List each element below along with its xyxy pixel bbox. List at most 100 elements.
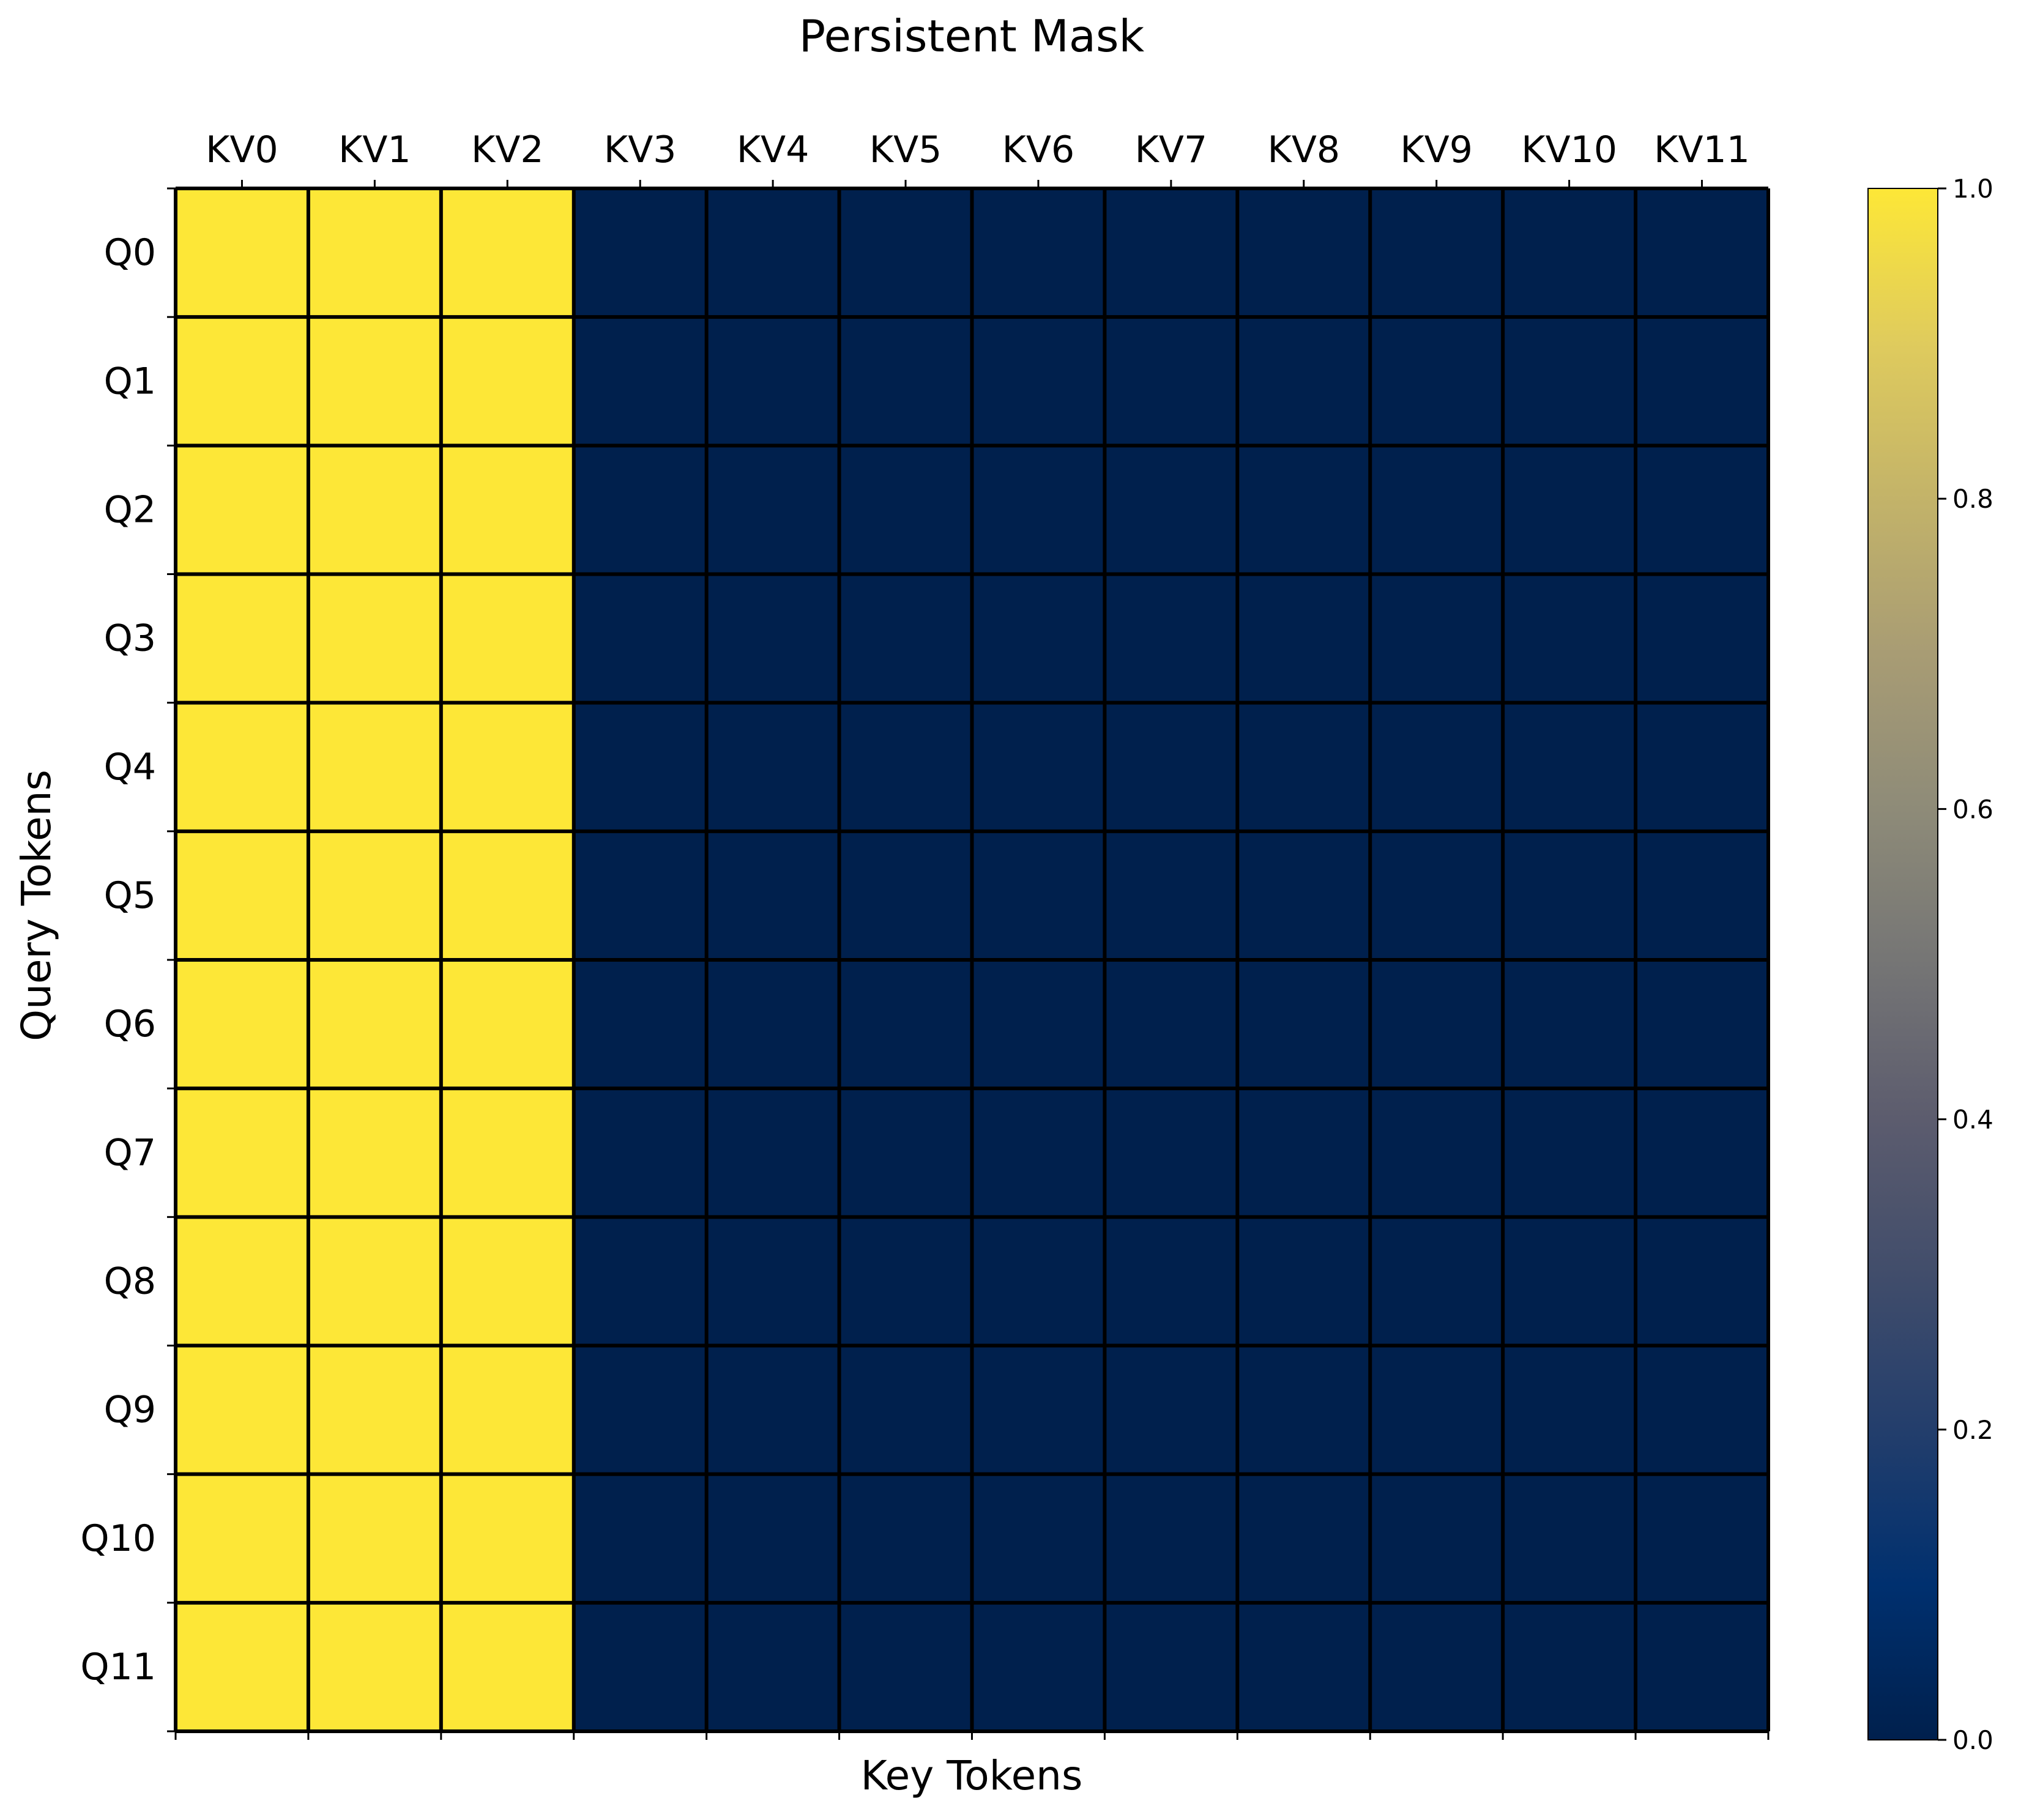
colorbar-ticks: 0.0 0.2 0.4 0.6 0.8 1.0 <box>1938 174 1993 1755</box>
heatmap-cell-Q2-KV7 <box>1104 445 1238 574</box>
heatmap-cell-Q7-KV5 <box>839 1088 972 1217</box>
heatmap-cell-Q5-KV5 <box>839 831 972 960</box>
heatmap-cell-Q3-KV6 <box>972 574 1105 703</box>
x-axis-label: Key Tokens <box>861 1752 1083 1799</box>
heatmap-cell-Q2-KV8 <box>1237 445 1371 574</box>
x-tick-label: KV4 <box>737 128 810 171</box>
heatmap-cell-Q6-KV4 <box>706 960 839 1089</box>
heatmap-cell-Q2-KV11 <box>1636 445 1768 574</box>
heatmap-cell-Q3-KV1 <box>308 574 441 703</box>
heatmap-cell-Q10-KV9 <box>1370 1474 1503 1603</box>
heatmap-cell-Q3-KV5 <box>839 574 972 703</box>
y-tick-label: Q11 <box>80 1646 156 1688</box>
x-tick-label: KV5 <box>869 128 942 171</box>
heatmap-cell-Q11-KV0 <box>176 1602 308 1731</box>
heatmap-cell-Q9-KV6 <box>972 1345 1105 1474</box>
y-tick-label: Q1 <box>104 360 156 403</box>
y-tick-label: Q10 <box>80 1517 156 1560</box>
y-tick-label: Q4 <box>104 746 156 789</box>
colorbar <box>1867 188 1938 1740</box>
heatmap-cell-Q6-KV3 <box>573 960 707 1089</box>
heatmap-cell-Q8-KV1 <box>308 1217 441 1346</box>
heatmap-cell-Q7-KV11 <box>1636 1088 1768 1217</box>
heatmap-cell-Q1-KV2 <box>441 317 574 446</box>
heatmap-cell-Q1-KV9 <box>1370 317 1503 446</box>
heatmap-cell-Q8-KV5 <box>839 1217 972 1346</box>
heatmap-cell-Q5-KV1 <box>308 831 441 960</box>
heatmap-cell-Q6-KV7 <box>1104 960 1238 1089</box>
heatmap-cell-Q9-KV11 <box>1636 1345 1768 1474</box>
heatmap-cell-Q4-KV1 <box>308 702 441 831</box>
heatmap-cell-Q7-KV10 <box>1503 1088 1636 1217</box>
heatmap-cell-Q4-KV8 <box>1237 702 1371 831</box>
heatmap-cell-Q4-KV11 <box>1636 702 1768 831</box>
x-tick-label: KV2 <box>471 128 544 171</box>
heatmap-cell-Q10-KV6 <box>972 1474 1105 1603</box>
heatmap-cell-Q1-KV4 <box>706 317 839 446</box>
heatmap-cell-Q10-KV2 <box>441 1474 574 1603</box>
heatmap-cell-Q0-KV7 <box>1104 188 1238 318</box>
heatmap-cell-Q0-KV10 <box>1503 188 1636 318</box>
x-tick-label: KV7 <box>1135 128 1208 171</box>
heatmap-cell-Q1-KV3 <box>573 317 707 446</box>
heatmap-gridlines <box>174 187 1770 1733</box>
heatmap-cell-Q5-KV7 <box>1104 831 1238 960</box>
heatmap-cell-Q3-KV8 <box>1237 574 1371 703</box>
heatmap-cell-Q0-KV8 <box>1237 188 1371 318</box>
heatmap-cell-Q8-KV7 <box>1104 1217 1238 1346</box>
heatmap-cell-Q8-KV10 <box>1503 1217 1636 1346</box>
colorbar-tick-label: 0.0 <box>1952 1725 1993 1755</box>
heatmap-cell-Q2-KV5 <box>839 445 972 574</box>
heatmap-cell-Q5-KV8 <box>1237 831 1371 960</box>
heatmap-cell-Q9-KV5 <box>839 1345 972 1474</box>
heatmap-cell-Q11-KV4 <box>706 1602 839 1731</box>
heatmap-cell-Q7-KV3 <box>573 1088 707 1217</box>
heatmap-cell-Q10-KV8 <box>1237 1474 1371 1603</box>
heatmap-cell-Q5-KV6 <box>972 831 1105 960</box>
heatmap-cell-Q7-KV7 <box>1104 1088 1238 1217</box>
heatmap-cell-Q0-KV4 <box>706 188 839 318</box>
heatmap-cell-Q8-KV0 <box>176 1217 308 1346</box>
heatmap-cell-Q3-KV9 <box>1370 574 1503 703</box>
heatmap-cell-Q6-KV8 <box>1237 960 1371 1089</box>
heatmap-cell-Q11-KV5 <box>839 1602 972 1731</box>
y-axis-ticks: Q0 Q1 Q2 Q3 Q4 Q5 Q6 Q7 Q8 Q9 Q10 Q11 <box>80 187 176 1733</box>
heatmap-cell-Q0-KV6 <box>972 188 1105 318</box>
heatmap-cell-Q9-KV0 <box>176 1345 308 1474</box>
heatmap-cell-Q11-KV3 <box>573 1602 707 1731</box>
heatmap-cell-Q1-KV1 <box>308 317 441 446</box>
heatmap-cell-Q3-KV11 <box>1636 574 1768 703</box>
heatmap-cell-Q7-KV4 <box>706 1088 839 1217</box>
heatmap-cell-Q10-KV10 <box>1503 1474 1636 1603</box>
heatmap-cells <box>176 188 1768 1731</box>
heatmap-cell-Q4-KV9 <box>1370 702 1503 831</box>
heatmap-cell-Q10-KV3 <box>573 1474 707 1603</box>
heatmap-cell-Q3-KV7 <box>1104 574 1238 703</box>
y-tick-label: Q2 <box>104 488 156 531</box>
heatmap-cell-Q3-KV2 <box>441 574 574 703</box>
heatmap-cell-Q4-KV3 <box>573 702 707 831</box>
heatmap-cell-Q4-KV6 <box>972 702 1105 831</box>
heatmap-cell-Q5-KV2 <box>441 831 574 960</box>
x-tick-label: KV3 <box>604 128 677 171</box>
x-tick-label: KV11 <box>1654 128 1750 171</box>
heatmap-cell-Q11-KV6 <box>972 1602 1105 1731</box>
colorbar-tick-label: 0.8 <box>1952 484 1993 514</box>
heatmap-cell-Q7-KV0 <box>176 1088 308 1217</box>
heatmap-cell-Q2-KV1 <box>308 445 441 574</box>
heatmap-cell-Q0-KV1 <box>308 188 441 318</box>
heatmap-cell-Q1-KV8 <box>1237 317 1371 446</box>
heatmap-cell-Q10-KV11 <box>1636 1474 1768 1603</box>
x-tick-label: KV10 <box>1521 128 1617 171</box>
heatmap-cell-Q3-KV10 <box>1503 574 1636 703</box>
heatmap-cell-Q9-KV7 <box>1104 1345 1238 1474</box>
heatmap-cell-Q1-KV5 <box>839 317 972 446</box>
heatmap-cell-Q4-KV5 <box>839 702 972 831</box>
heatmap-cell-Q9-KV3 <box>573 1345 707 1474</box>
y-tick-label: Q8 <box>104 1260 156 1302</box>
heatmap-cell-Q10-KV4 <box>706 1474 839 1603</box>
colorbar-tick-label: 1.0 <box>1952 174 1993 204</box>
heatmap-cell-Q9-KV8 <box>1237 1345 1371 1474</box>
heatmap-cell-Q5-KV11 <box>1636 831 1768 960</box>
